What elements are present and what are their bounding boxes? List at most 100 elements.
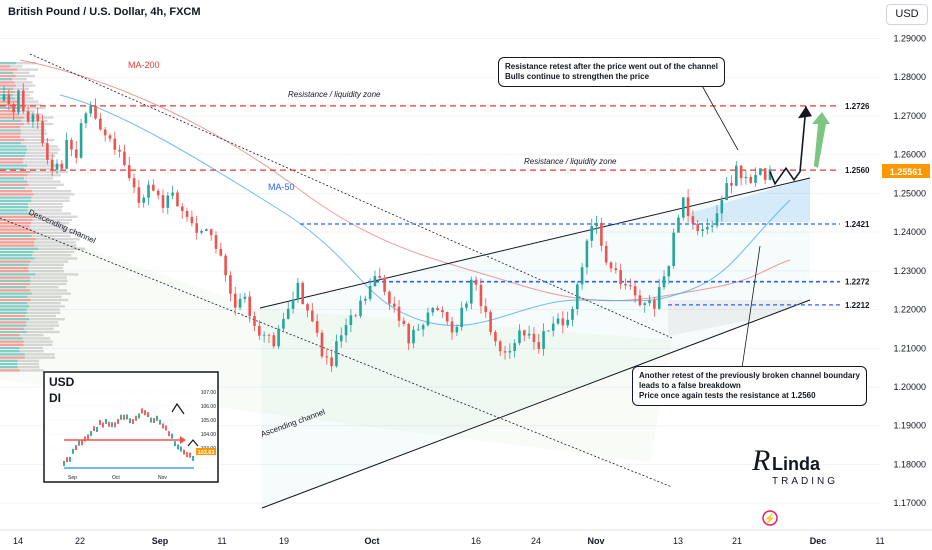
candle-body bbox=[253, 316, 256, 326]
candle-body bbox=[542, 331, 545, 349]
volume-bar bbox=[0, 270, 29, 273]
volume-bar bbox=[17, 366, 40, 369]
volume-bar bbox=[26, 321, 59, 324]
volume-bar bbox=[35, 238, 80, 241]
candle bbox=[749, 174, 753, 185]
candle bbox=[330, 349, 333, 372]
volume-bar bbox=[0, 206, 29, 209]
volume-bar bbox=[15, 110, 36, 113]
candle-body bbox=[200, 230, 203, 233]
inset-candle bbox=[78, 440, 80, 446]
volume-bar bbox=[32, 218, 73, 222]
candle-body bbox=[445, 312, 449, 322]
inset-y-tick: 106.00 bbox=[201, 404, 217, 410]
volume-bar bbox=[23, 177, 54, 180]
candle bbox=[147, 180, 150, 206]
candle bbox=[311, 303, 314, 323]
candle bbox=[209, 228, 213, 241]
candle bbox=[484, 298, 488, 318]
volume-bar bbox=[0, 241, 35, 244]
volume-bar bbox=[10, 65, 23, 68]
candle-body bbox=[715, 213, 719, 226]
volume-bar bbox=[31, 196, 70, 199]
volume-bar bbox=[17, 68, 39, 71]
currency-button[interactable]: USD bbox=[886, 4, 928, 25]
candle bbox=[94, 98, 97, 120]
volume-bar bbox=[24, 138, 55, 142]
volume-bar bbox=[27, 302, 61, 305]
candle bbox=[142, 194, 146, 208]
volume-bar bbox=[30, 298, 69, 302]
candle bbox=[55, 159, 59, 174]
candle-body bbox=[547, 330, 550, 332]
volume-bar bbox=[34, 244, 77, 247]
candle bbox=[575, 281, 579, 316]
candle-body bbox=[484, 306, 488, 313]
candle-body bbox=[720, 200, 724, 214]
volume-bar bbox=[0, 148, 28, 151]
candle-body bbox=[368, 286, 372, 299]
candle-body bbox=[176, 192, 179, 207]
volume-bar bbox=[26, 330, 60, 334]
candle bbox=[701, 223, 704, 237]
volume-bar bbox=[31, 228, 70, 231]
volume-bar bbox=[19, 350, 44, 353]
volume-bar bbox=[34, 257, 78, 260]
candle bbox=[243, 292, 247, 303]
candle-body bbox=[282, 319, 285, 329]
candle bbox=[547, 330, 550, 332]
candle-body bbox=[79, 123, 83, 158]
volume-bar bbox=[15, 74, 35, 78]
candle bbox=[354, 313, 357, 318]
inset-price-badge bbox=[196, 448, 216, 455]
candle bbox=[12, 102, 15, 121]
candle-body bbox=[103, 129, 107, 136]
volume-bar bbox=[0, 129, 21, 132]
candle-body bbox=[233, 293, 237, 308]
volume-bar bbox=[0, 167, 25, 170]
candle-body bbox=[94, 105, 97, 119]
candle-body bbox=[701, 229, 704, 231]
candle bbox=[460, 301, 463, 331]
inset-candle bbox=[120, 414, 122, 420]
volume-bar bbox=[0, 250, 34, 254]
inset-candle bbox=[144, 410, 146, 416]
candle-body bbox=[84, 113, 88, 124]
volume-bar bbox=[0, 158, 24, 161]
candle bbox=[325, 348, 329, 365]
candle bbox=[561, 311, 565, 334]
candle bbox=[566, 311, 569, 328]
x-tick-label: 19 bbox=[279, 536, 289, 546]
candle-body bbox=[421, 325, 425, 330]
price-axis-bg bbox=[880, 0, 932, 530]
level-label: 1.2726 bbox=[845, 102, 870, 111]
candle-body bbox=[532, 333, 536, 343]
volume-bar bbox=[0, 292, 32, 295]
candle bbox=[368, 278, 372, 302]
top-annotation: Resistance retest after the price went o… bbox=[498, 57, 725, 87]
candle bbox=[604, 241, 608, 266]
projection-path bbox=[769, 106, 807, 186]
volume-bar bbox=[0, 68, 18, 71]
candle-body bbox=[349, 315, 353, 326]
candle-body bbox=[744, 176, 748, 179]
inset-label: USD bbox=[49, 375, 75, 389]
volume-bar bbox=[0, 353, 25, 356]
volume-bar bbox=[0, 289, 31, 292]
inset-candle bbox=[171, 433, 173, 439]
candle-body bbox=[364, 298, 367, 301]
candle bbox=[272, 332, 276, 349]
candle-body bbox=[441, 310, 444, 313]
volume-bar bbox=[31, 212, 72, 215]
inset-candle bbox=[129, 418, 131, 424]
inset-candle bbox=[159, 419, 161, 425]
volume-bar bbox=[35, 273, 79, 276]
candle bbox=[542, 323, 545, 356]
candle-body bbox=[243, 296, 247, 299]
volume-bar bbox=[28, 206, 63, 209]
volume-bar bbox=[0, 126, 21, 129]
candle bbox=[373, 270, 377, 288]
volume-bar bbox=[31, 234, 71, 238]
candle bbox=[653, 296, 656, 317]
volume-bar bbox=[19, 334, 44, 337]
